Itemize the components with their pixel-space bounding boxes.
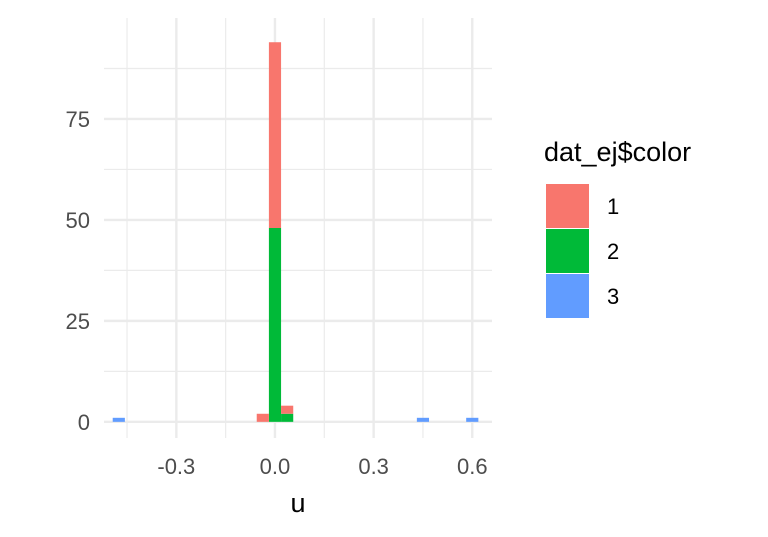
y-tick-label: 50 <box>66 208 90 233</box>
bar-series-1 <box>268 42 282 228</box>
x-axis-tick-labels: -0.3 0.0 0.3 0.6 <box>157 454 487 479</box>
bar-series-3 <box>112 417 125 422</box>
x-tick-label: -0.3 <box>157 454 195 479</box>
bar-series-2 <box>268 228 282 422</box>
bar-series-3 <box>466 417 479 422</box>
legend-label-2: 2 <box>607 239 619 264</box>
bar-series-2 <box>281 413 294 422</box>
legend: dat_ej$color 1 2 3 <box>544 137 691 318</box>
bar-series-1 <box>256 413 269 422</box>
y-axis-tick-labels: 0 25 50 75 <box>66 107 90 435</box>
legend-label-1: 1 <box>607 194 619 219</box>
legend-entries: 1 2 3 <box>546 184 619 318</box>
x-axis-title: u <box>290 488 305 518</box>
x-tick-label: 0.3 <box>358 454 389 479</box>
legend-key-2 <box>546 229 589 273</box>
legend-title: dat_ej$color <box>544 137 691 167</box>
legend-key-1 <box>546 184 589 228</box>
y-tick-label: 0 <box>78 410 90 435</box>
y-tick-label: 75 <box>66 107 90 132</box>
minor-gridlines <box>104 18 492 438</box>
bar-series-1 <box>281 405 294 414</box>
histogram-bars <box>112 42 479 422</box>
y-tick-label: 25 <box>66 309 90 334</box>
x-tick-label: 0.0 <box>260 454 291 479</box>
legend-key-3 <box>546 274 589 318</box>
bar-series-3 <box>416 417 430 422</box>
x-tick-label: 0.6 <box>457 454 488 479</box>
major-gridlines <box>104 18 492 438</box>
legend-label-3: 3 <box>607 284 619 309</box>
